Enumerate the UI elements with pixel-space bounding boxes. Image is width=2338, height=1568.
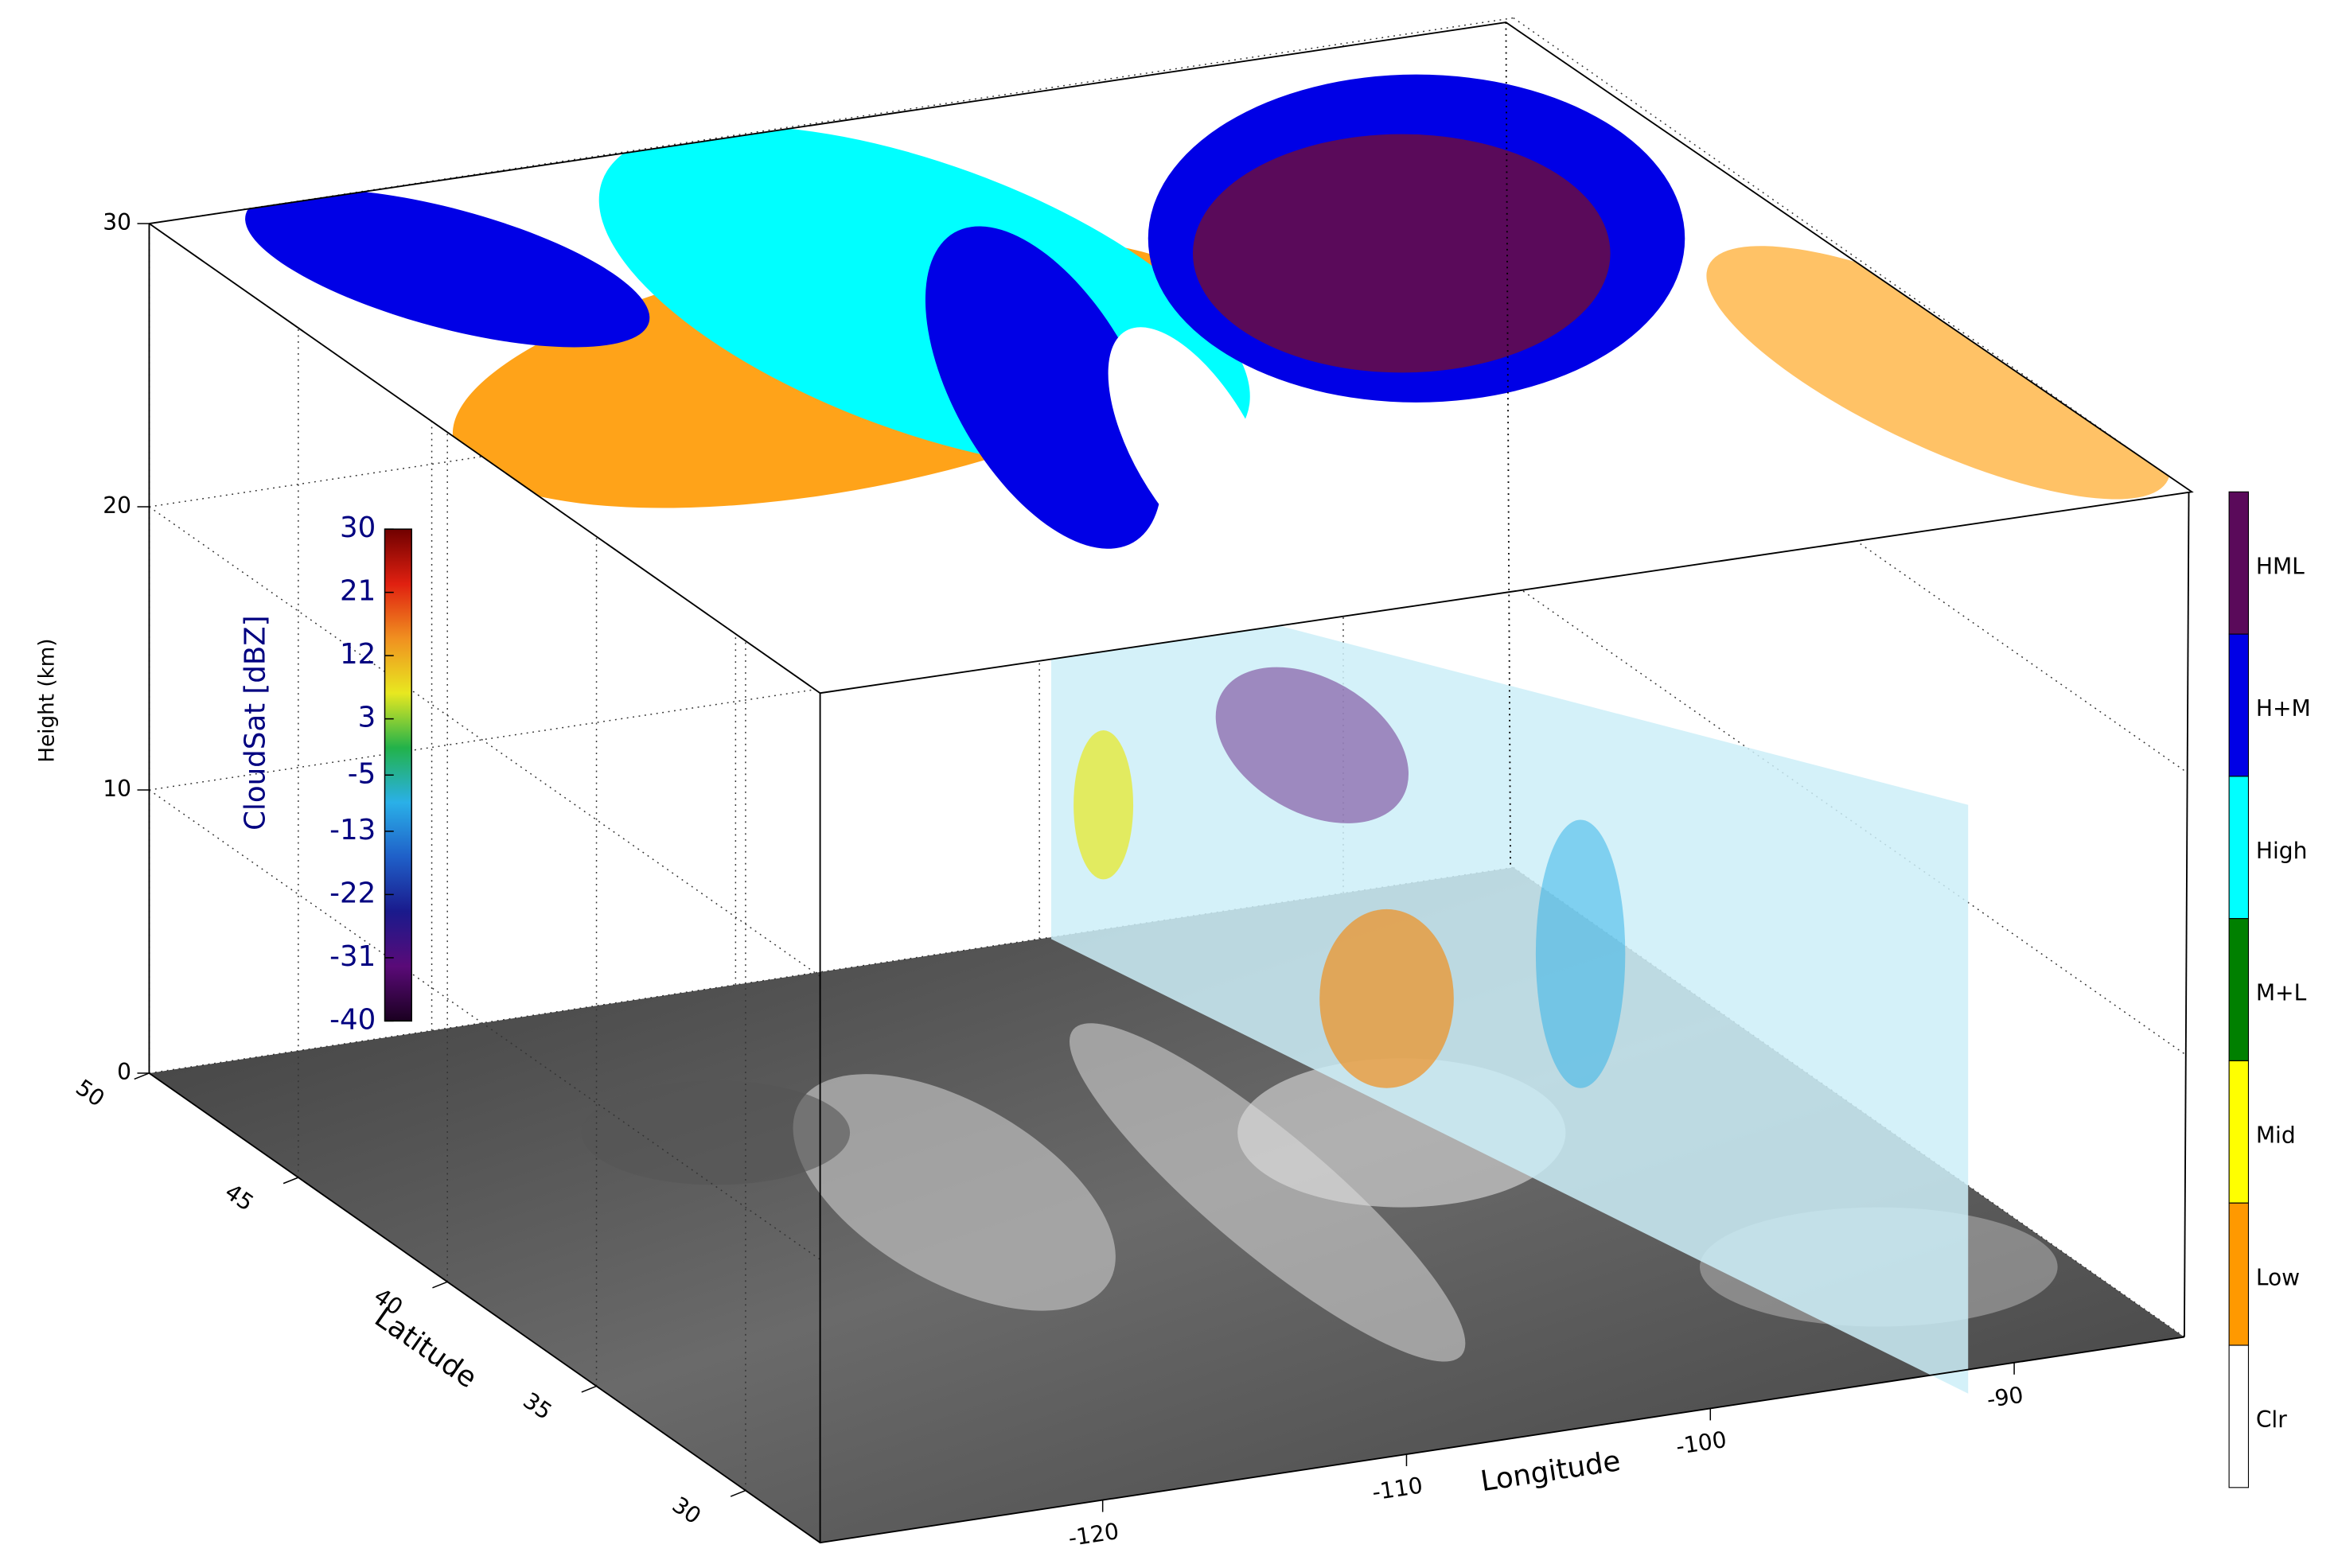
colorbar-tick-label: -5: [348, 757, 376, 790]
legend-label: Low: [2256, 1264, 2300, 1290]
legend-swatch: [2228, 776, 2250, 920]
legend-label: H+M: [2256, 695, 2311, 722]
box-top: [148, 21, 2194, 695]
cloud-hm: [925, 226, 1163, 549]
x-tick-label: -120: [1066, 1518, 1120, 1551]
colorbar-tick-label: 21: [340, 575, 376, 608]
colorbar-tick-label: 12: [340, 638, 376, 671]
y-tick: [432, 1281, 448, 1289]
z-tick-label: 0: [117, 1059, 131, 1085]
y-tick-label: 50: [71, 1074, 109, 1112]
x-tick-label: -100: [1674, 1426, 1728, 1460]
colorbar-tick-label: 3: [358, 702, 376, 734]
z-tick-label: 10: [103, 776, 131, 802]
cloud-hm: [245, 189, 650, 348]
y-tick-label: 30: [668, 1492, 706, 1530]
y-tick: [581, 1385, 597, 1393]
y-tick: [283, 1177, 299, 1185]
echo: [1535, 819, 1626, 1088]
legend-swatch: [2228, 491, 2250, 635]
legend-swatch: [2228, 1060, 2250, 1204]
echo: [1215, 667, 1409, 823]
colorbar-label: CloudSat [dBZ]: [239, 615, 271, 830]
colorbar-tick-label: -13: [329, 814, 376, 846]
legend-label: High: [2256, 838, 2308, 864]
z-tick-label: 20: [103, 492, 131, 519]
curtain: [1050, 566, 1969, 1394]
colorbar-tick-label: -40: [329, 1003, 376, 1036]
y-tick-label: 35: [518, 1387, 556, 1426]
colorbar-tick-label: -31: [329, 940, 376, 973]
y-tick-label: 45: [220, 1178, 259, 1216]
colorbar-tick-label: 30: [340, 512, 376, 544]
z-tick-label: 30: [103, 209, 131, 235]
x-tick-label: -110: [1370, 1472, 1424, 1505]
box-edge: [2183, 492, 2190, 1337]
cloud-low: [1706, 246, 2171, 500]
cloud-hml: [1192, 134, 1611, 373]
echo: [1319, 909, 1454, 1088]
x-axis-label: Longitude: [1479, 1445, 1623, 1498]
colorbar-tick-label: -22: [329, 877, 376, 909]
legend-label: M+L: [2256, 980, 2307, 1006]
legend-label: HML: [2256, 553, 2305, 579]
cloud: [581, 1080, 851, 1185]
legend-swatch: [2228, 1202, 2250, 1346]
legend-label: Mid: [2256, 1122, 2296, 1148]
y-tick: [134, 1072, 150, 1080]
top-image: [149, 22, 2192, 694]
legend-swatch: [2228, 1344, 2250, 1488]
legend-swatch: [2228, 633, 2250, 777]
legend-swatch: [2228, 918, 2250, 1062]
clear: [1108, 327, 1278, 567]
x-tick-label: -90: [1985, 1382, 2024, 1413]
echo: [1074, 730, 1134, 880]
z-axis-label: Height (km): [36, 638, 60, 762]
y-tick: [730, 1489, 746, 1497]
cloud: [793, 1074, 1116, 1311]
cloud: [1069, 1023, 1466, 1362]
curtain-plane: [1050, 566, 1969, 1394]
legend-label: Clr: [2256, 1407, 2287, 1433]
